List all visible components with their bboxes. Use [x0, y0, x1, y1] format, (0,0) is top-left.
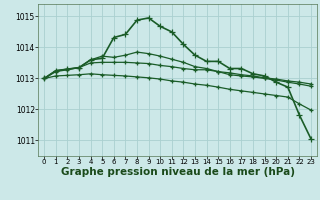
X-axis label: Graphe pression niveau de la mer (hPa): Graphe pression niveau de la mer (hPa)	[60, 167, 295, 177]
